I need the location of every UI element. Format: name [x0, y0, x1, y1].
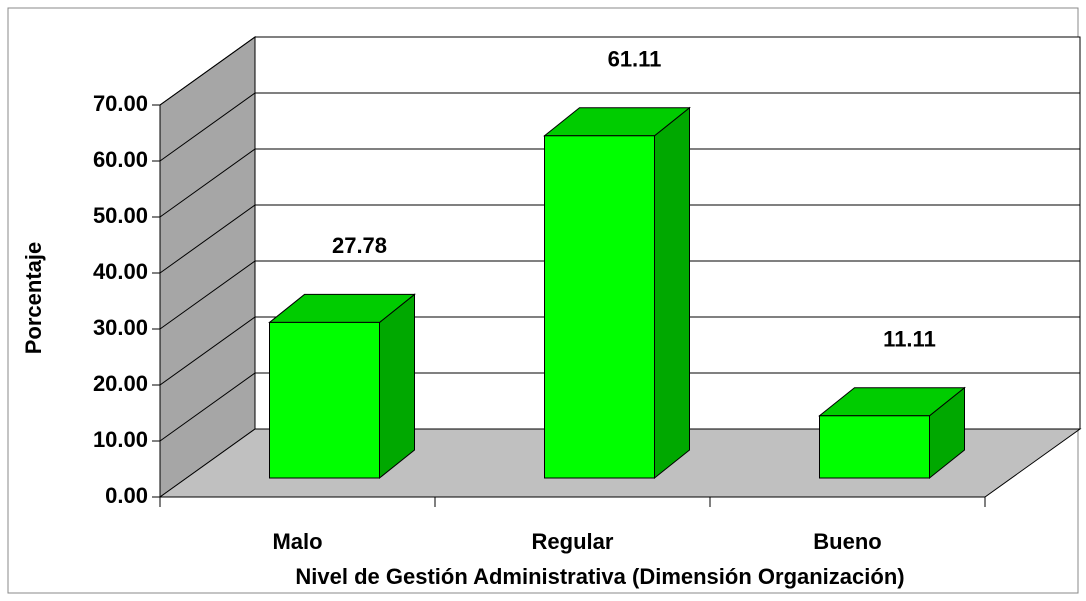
x-tick-label: Malo — [272, 529, 322, 554]
data-label: 11.11 — [883, 327, 936, 352]
x-axis-title: Nivel de Gestión Administrativa (Dimensi… — [295, 564, 904, 589]
y-tick-label: 70.00 — [93, 91, 148, 116]
y-tick-label: 50.00 — [93, 203, 148, 228]
y-tick-label: 20.00 — [93, 371, 148, 396]
y-tick-label: 40.00 — [93, 259, 148, 284]
grid-line — [159, 316, 1080, 386]
grid-line — [159, 260, 1080, 330]
grid-line — [159, 204, 1080, 274]
data-label: 61.11 — [608, 47, 662, 72]
y-tick-label: 0.00 — [105, 483, 148, 508]
grid-line — [159, 372, 1080, 442]
grid-line — [159, 36, 1080, 106]
y-axis-title: Porcentaje — [21, 242, 46, 355]
data-label: 27.78 — [332, 233, 387, 258]
y-tick-label: 60.00 — [93, 147, 148, 172]
y-tick-label: 30.00 — [93, 315, 148, 340]
bar-side — [654, 106, 690, 480]
grid-line — [159, 148, 1080, 218]
left-wall — [159, 36, 256, 498]
x-tick-label: Bueno — [813, 529, 881, 554]
bar — [819, 415, 930, 479]
grid-line — [159, 92, 1080, 162]
bar-side — [379, 293, 415, 480]
bar — [544, 135, 655, 479]
y-tick-label: 10.00 — [93, 427, 148, 452]
bar — [269, 321, 380, 479]
x-tick-label: Regular — [532, 529, 614, 554]
